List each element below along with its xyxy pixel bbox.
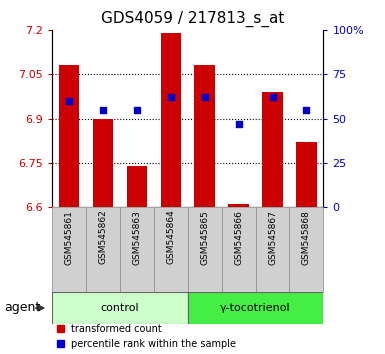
Text: GSM545864: GSM545864 xyxy=(166,210,175,264)
Text: GSM545865: GSM545865 xyxy=(200,210,209,264)
Bar xyxy=(222,207,256,292)
Bar xyxy=(52,207,86,292)
Bar xyxy=(59,65,79,207)
Bar xyxy=(262,92,283,207)
Legend: transformed count, percentile rank within the sample: transformed count, percentile rank withi… xyxy=(57,324,236,349)
Text: γ-tocotrienol: γ-tocotrienol xyxy=(220,303,291,313)
Bar xyxy=(127,166,147,207)
Bar xyxy=(52,292,188,324)
Bar xyxy=(256,207,290,292)
Text: control: control xyxy=(100,303,139,313)
Bar xyxy=(228,204,249,207)
Point xyxy=(270,95,276,100)
Point xyxy=(202,95,208,100)
Bar xyxy=(161,33,181,207)
Text: GSM545863: GSM545863 xyxy=(132,210,141,264)
Bar xyxy=(86,207,120,292)
Bar xyxy=(154,207,187,292)
Text: GDS4059 / 217813_s_at: GDS4059 / 217813_s_at xyxy=(101,11,284,27)
Bar xyxy=(188,292,323,324)
Text: GSM545868: GSM545868 xyxy=(302,210,311,264)
Bar xyxy=(120,207,154,292)
Bar xyxy=(194,65,215,207)
Bar xyxy=(296,142,316,207)
Bar xyxy=(290,207,323,292)
Point xyxy=(134,107,140,113)
Text: agent: agent xyxy=(4,302,40,314)
Text: GSM545862: GSM545862 xyxy=(98,210,107,264)
Text: GSM545867: GSM545867 xyxy=(268,210,277,264)
Text: GSM545861: GSM545861 xyxy=(64,210,74,264)
Point xyxy=(303,107,310,113)
Text: GSM545866: GSM545866 xyxy=(234,210,243,264)
Point xyxy=(66,98,72,104)
Bar xyxy=(188,207,222,292)
Bar xyxy=(93,119,113,207)
Point xyxy=(236,121,242,127)
Point xyxy=(100,107,106,113)
Point xyxy=(167,95,174,100)
